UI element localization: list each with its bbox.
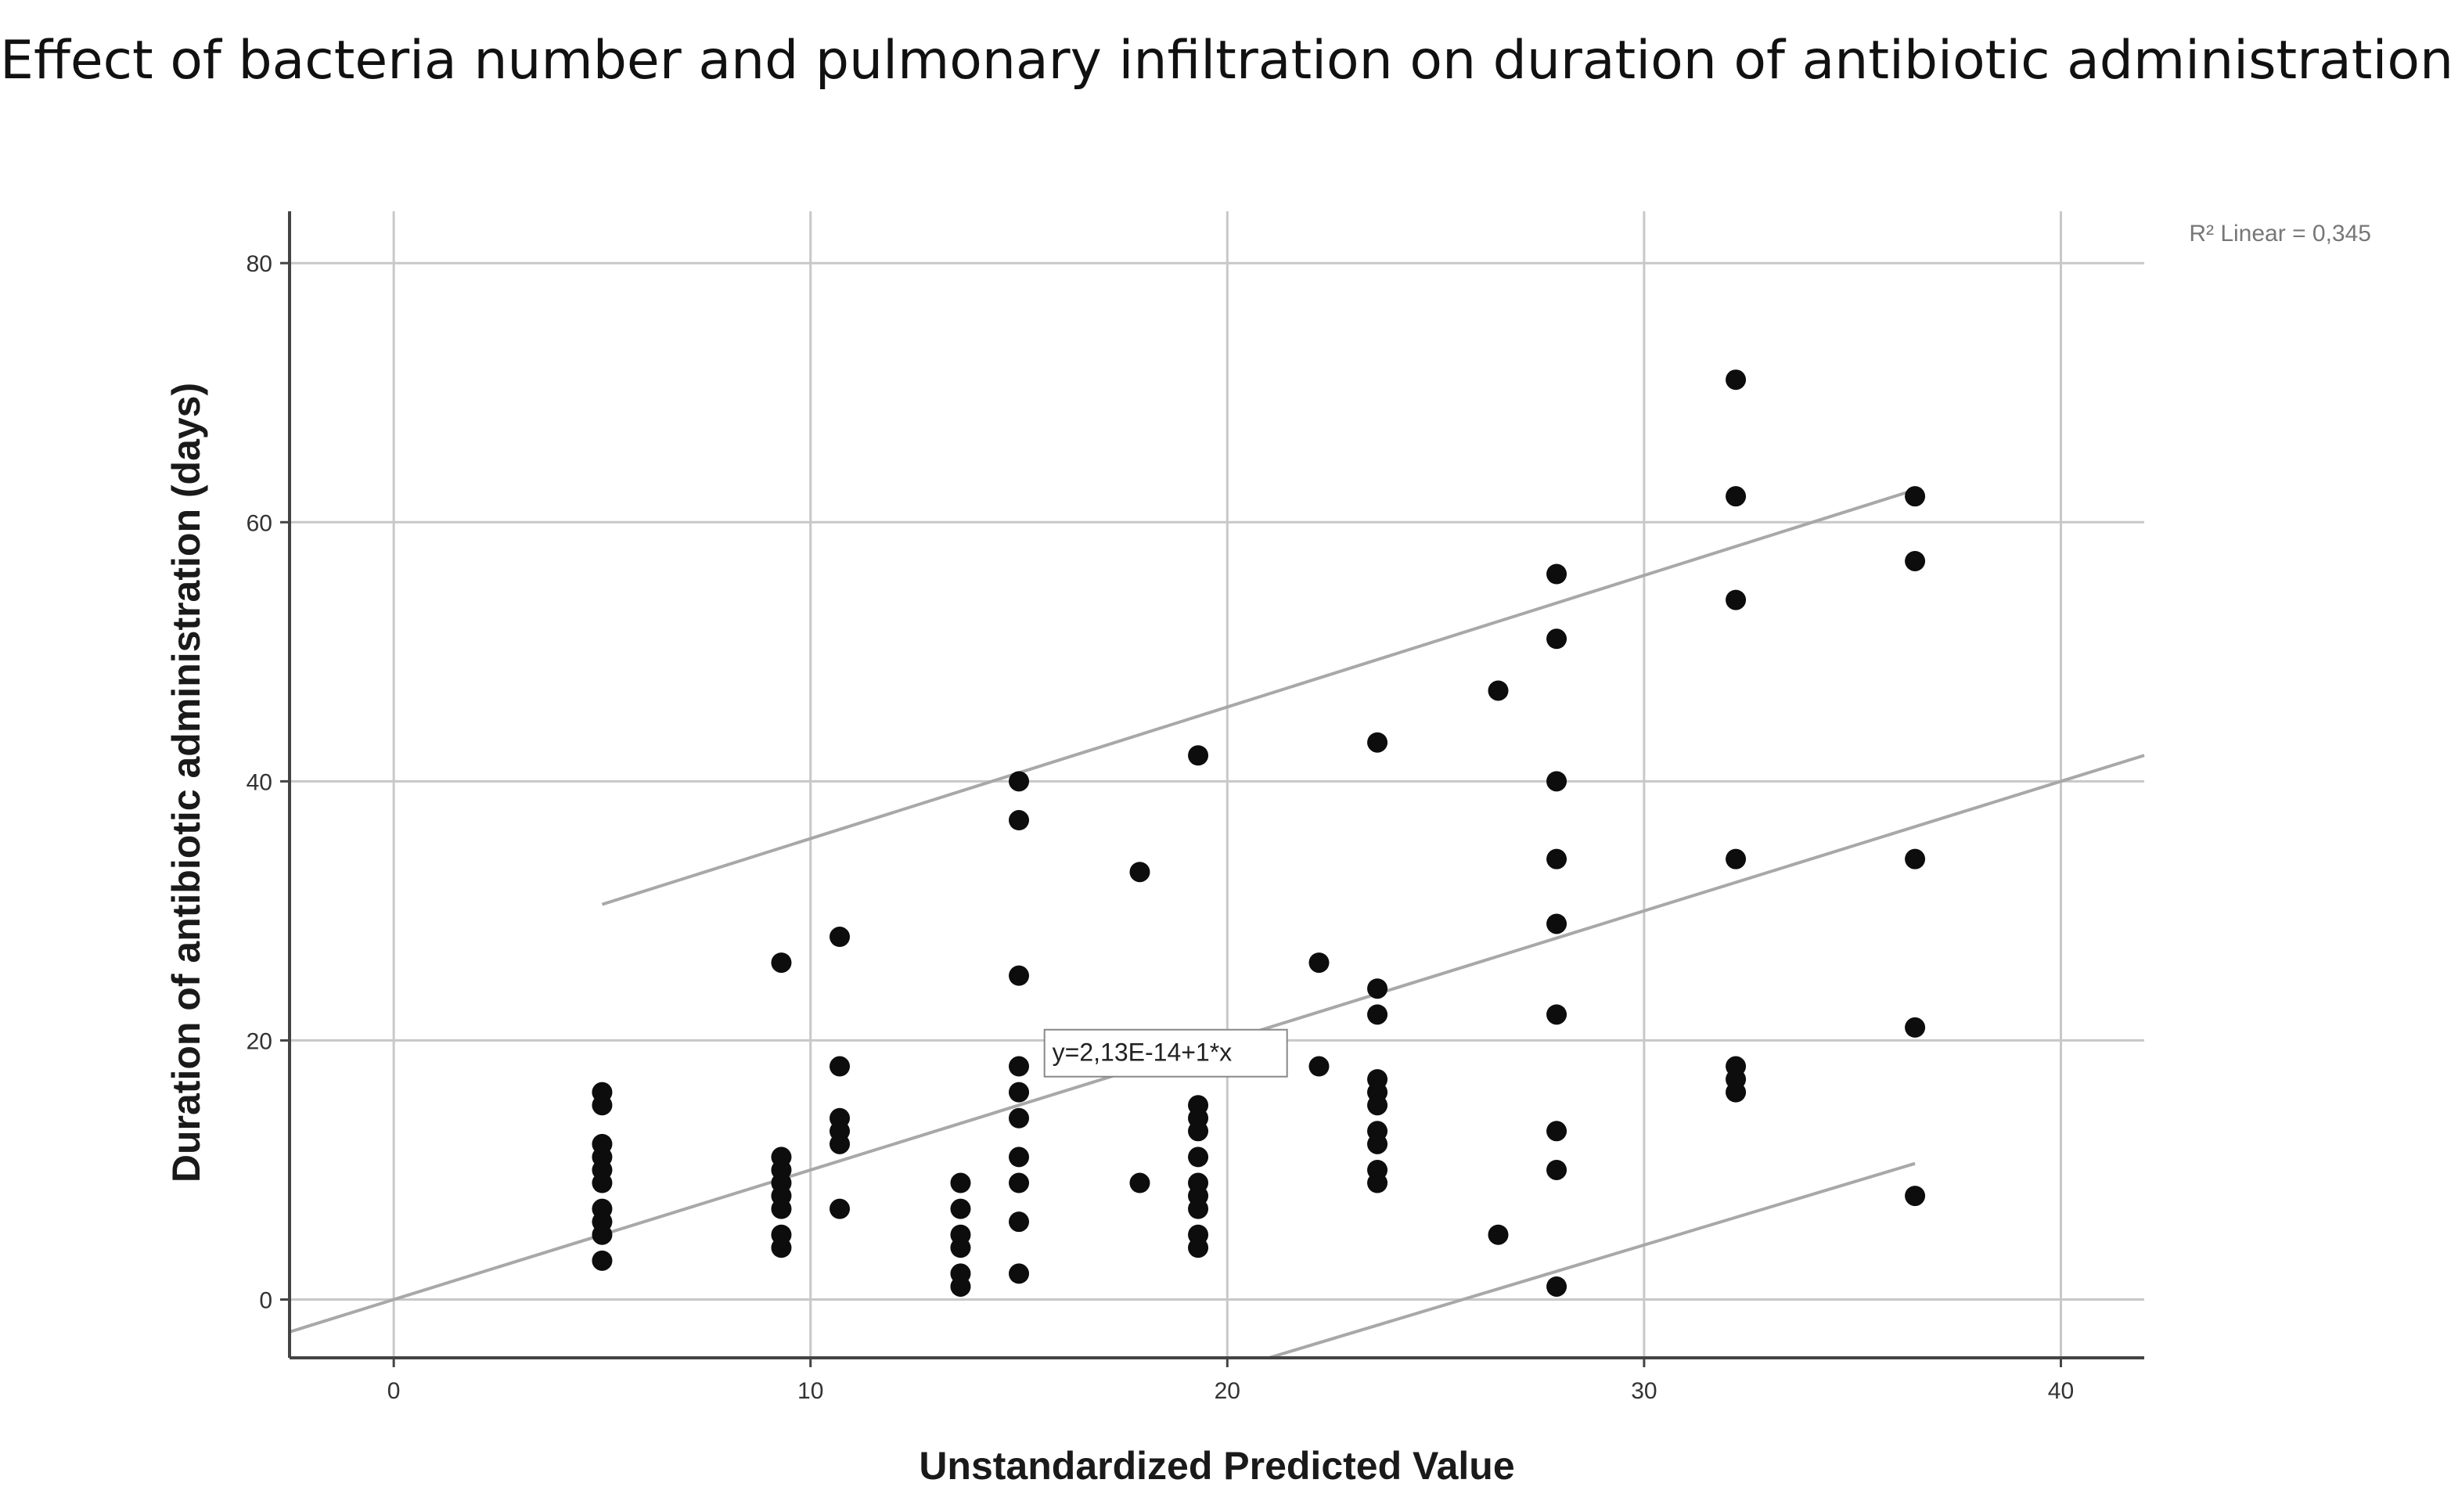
axes: [288, 211, 2144, 1359]
data-point: [1188, 1121, 1209, 1142]
data-point: [1546, 628, 1567, 650]
data-point: [1546, 1276, 1567, 1297]
data-point: [1009, 810, 1030, 831]
y-tick-label: 20: [247, 1028, 272, 1054]
x-tick-label: 10: [797, 1378, 823, 1404]
data-point: [1367, 1172, 1388, 1193]
data-point: [1546, 1004, 1567, 1025]
lower-interval-line: [1268, 1161, 1916, 1359]
data-point: [1129, 862, 1150, 883]
data-point: [1009, 1056, 1030, 1077]
y-axis-title: Duration of antibiotic administration (d…: [164, 383, 208, 1183]
x-tick-label: 30: [1631, 1378, 1657, 1404]
data-point: [1009, 965, 1030, 986]
data-point: [1726, 486, 1747, 507]
data-point: [1546, 848, 1567, 869]
chart-title: Effect of bacteria number and pulmonary …: [0, 30, 2451, 92]
data-points: [592, 369, 1926, 1297]
data-point: [1726, 1082, 1747, 1103]
data-point: [1546, 771, 1567, 792]
data-point: [1488, 1224, 1509, 1245]
data-point: [1188, 1237, 1209, 1258]
r-squared-label: R² Linear = 0,345: [2189, 221, 2371, 247]
equation-box-frame: [1043, 1028, 1288, 1078]
data-point: [1188, 1147, 1209, 1168]
data-point: [1009, 1211, 1030, 1233]
data-point: [771, 1198, 792, 1219]
data-point: [1905, 848, 1926, 869]
data-point: [1308, 952, 1330, 974]
data-point: [1488, 680, 1509, 701]
data-point: [1367, 1095, 1388, 1116]
data-point: [950, 1198, 971, 1219]
data-point: [950, 1237, 971, 1258]
data-point: [950, 1172, 971, 1193]
data-point: [1129, 1172, 1150, 1193]
x-tick-label: 40: [2048, 1378, 2074, 1404]
x-tick-label: 20: [1215, 1378, 1240, 1404]
grid-lines: [290, 211, 2144, 1358]
data-point: [1308, 1056, 1330, 1077]
data-point: [830, 1056, 851, 1077]
data-point: [1367, 978, 1388, 999]
data-point: [1367, 1004, 1388, 1025]
data-point: [1905, 1186, 1926, 1207]
data-point: [1905, 1017, 1926, 1038]
y-tick-label: 60: [247, 510, 272, 536]
fit-lines: [289, 488, 2145, 1359]
data-point: [830, 1133, 851, 1154]
data-point: [1905, 550, 1926, 571]
data-point: [1367, 1133, 1388, 1154]
data-point: [592, 1250, 613, 1271]
data-point: [1726, 369, 1747, 391]
data-point: [1009, 1082, 1030, 1103]
data-point: [592, 1224, 613, 1245]
data-point: [1546, 563, 1567, 585]
y-tick-label: 40: [247, 769, 272, 795]
data-point: [771, 1237, 792, 1258]
tick-labels: 0 20 40 60 80 0 10 20 30 40: [247, 251, 2075, 1404]
data-point: [592, 1172, 613, 1193]
data-point: [1546, 913, 1567, 934]
data-point: [1188, 1198, 1209, 1219]
data-point: [830, 927, 851, 948]
data-point: [1546, 1121, 1567, 1142]
x-tick-label: 0: [387, 1378, 401, 1404]
data-point: [830, 1198, 851, 1219]
data-point: [1009, 1107, 1030, 1129]
upper-interval-line: [601, 488, 1916, 906]
data-point: [1188, 745, 1209, 766]
data-point: [1367, 732, 1388, 753]
data-point: [1009, 1147, 1030, 1168]
y-tick-label: 80: [247, 251, 272, 277]
x-axis-title: Unstandardized Predicted Value: [919, 1444, 1514, 1488]
data-point: [1009, 771, 1030, 792]
data-point: [592, 1095, 613, 1116]
data-point: [950, 1276, 971, 1297]
data-point: [1009, 1263, 1030, 1284]
data-point: [1009, 1172, 1030, 1193]
data-point: [1546, 1159, 1567, 1180]
data-point: [771, 952, 792, 974]
data-point: [1726, 848, 1747, 869]
data-point: [1726, 589, 1747, 610]
y-tick-label: 0: [259, 1288, 272, 1314]
equation-box: y=2,13E-14+1*x: [1043, 1028, 1288, 1078]
equation-label: y=2,13E-14+1*x: [1053, 1039, 1233, 1067]
data-point: [1905, 486, 1926, 507]
